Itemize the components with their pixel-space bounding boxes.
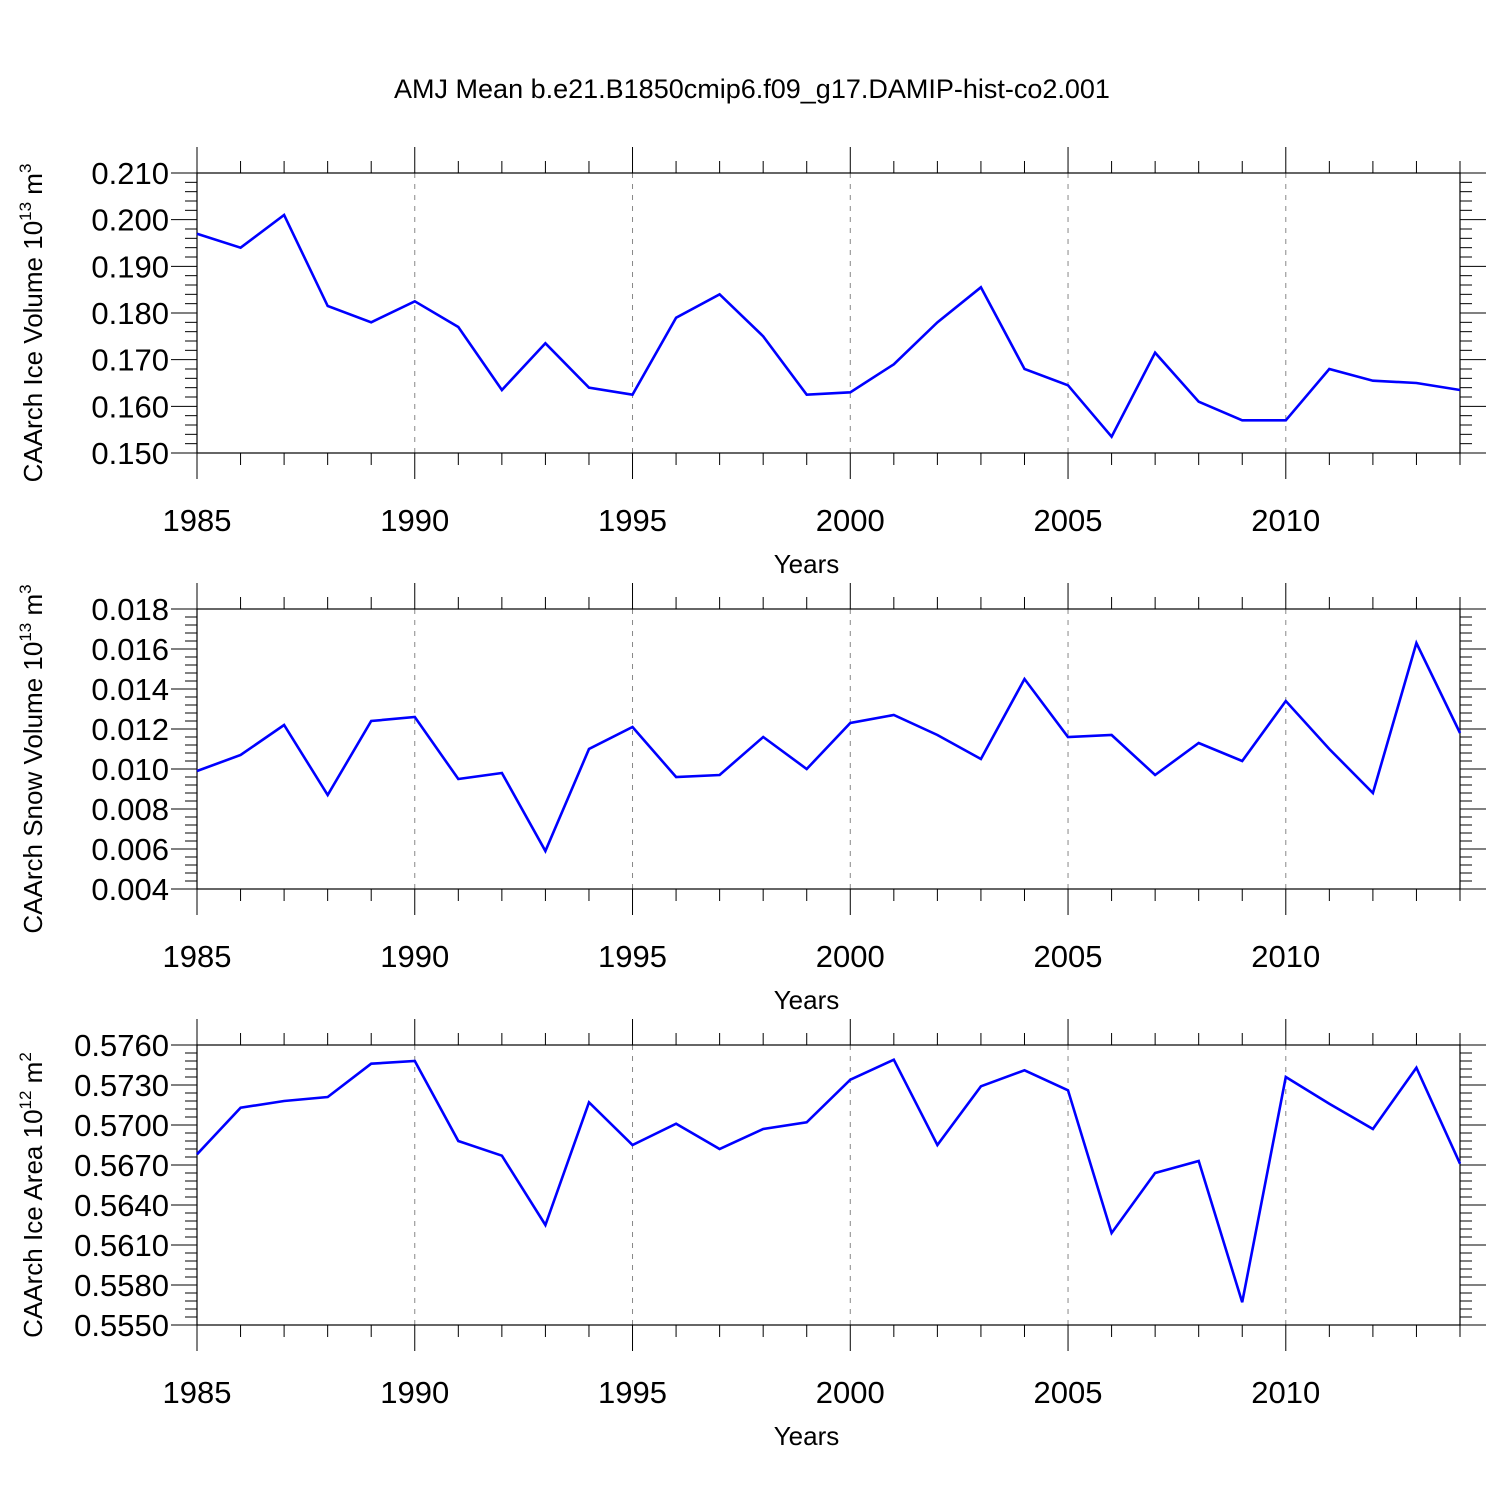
x-tick-label: 1995	[598, 503, 667, 538]
y-tick-label: 0.190	[91, 249, 169, 284]
x-tick-label: 2005	[1034, 1375, 1103, 1410]
x-tick-label: 2010	[1251, 503, 1320, 538]
y-axis-title-exponent: 12	[16, 1091, 35, 1110]
x-axis-title: Years	[774, 985, 840, 1015]
panels-group: 0.150 0.160 0.170 0.180 0.190 0.200 0.210 1985 1…	[16, 147, 1486, 1451]
y-tick-label: 0.200	[91, 203, 169, 238]
x-tick-label: 1985	[163, 1375, 232, 1410]
y-tick-label: 0.5760	[74, 1028, 169, 1063]
y-axis-title: CAArch Snow Volume 1013 m3	[16, 584, 48, 933]
y-axis-title-exponent: 13	[16, 202, 35, 221]
y-axis-title-unit-exponent: 3	[16, 584, 35, 593]
y-tick-label: 0.5580	[74, 1268, 169, 1303]
y-tick-label: 0.5670	[74, 1148, 169, 1183]
x-axis-title: Years	[774, 1421, 840, 1451]
x-tick-label: 1985	[163, 503, 232, 538]
x-tick-label: 2005	[1034, 939, 1103, 974]
x-tick-label: 1990	[380, 939, 449, 974]
y-axis-title-unit-exponent: 2	[16, 1052, 35, 1061]
y-tick-label: 0.008	[91, 792, 169, 827]
series-line	[196, 639, 1462, 854]
plot-frame	[196, 1044, 1461, 1326]
chart-panel-1: 0.150 0.160 0.170 0.180 0.190 0.200 0.210 1985 1…	[16, 147, 1486, 579]
chart-title: AMJ Mean b.e21.B1850cmip6.f09_g17.DAMIP-…	[394, 74, 1110, 104]
y-tick-label: 0.5730	[74, 1068, 169, 1103]
y-axis-title-exponent: 13	[16, 623, 35, 642]
chart-panel-2: 0.004 0.006 0.008 0.010 0.012 0.014 0.016 0.018…	[16, 583, 1486, 1015]
y-axis-title-unit: m	[18, 1062, 48, 1091]
y-tick-label: 0.010	[91, 752, 169, 787]
x-tick-label: 1995	[598, 1375, 667, 1410]
y-tick-label: 0.016	[91, 632, 169, 667]
y-axis-title-text: CAArch Snow Volume 10	[18, 642, 48, 934]
y-tick-label: 0.5700	[74, 1108, 169, 1143]
y-tick-label: 0.006	[91, 832, 169, 867]
series-line	[196, 1057, 1462, 1303]
x-tick-label: 2000	[816, 939, 885, 974]
x-tick-label: 2010	[1251, 939, 1320, 974]
y-tick-label: 0.210	[91, 156, 169, 191]
x-axis-title: Years	[774, 549, 840, 579]
x-tick-label: 1985	[163, 939, 232, 974]
y-tick-label: 0.018	[91, 592, 169, 627]
x-tick-label: 2005	[1034, 503, 1103, 538]
y-tick-label: 0.150	[91, 436, 169, 471]
y-tick-label: 0.014	[91, 672, 169, 707]
y-tick-label: 0.170	[91, 343, 169, 378]
x-tick-label: 2000	[816, 1375, 885, 1410]
y-tick-label: 0.5640	[74, 1188, 169, 1223]
y-axis-title-unit: m	[18, 173, 48, 202]
x-tick-label: 1990	[380, 503, 449, 538]
plot-frame	[196, 608, 1461, 890]
y-tick-label: 0.004	[91, 872, 169, 907]
x-tick-label: 2000	[816, 503, 885, 538]
y-axis-title-text: CAArch Ice Area 10	[18, 1109, 48, 1337]
y-tick-label: 0.160	[91, 389, 169, 424]
x-tick-label: 1990	[380, 1375, 449, 1410]
y-axis-title: CAArch Ice Volume 1013 m3	[16, 164, 48, 483]
y-tick-label: 0.5610	[74, 1228, 169, 1263]
x-tick-label: 1995	[598, 939, 667, 974]
y-axis-title-unit-exponent: 3	[16, 164, 35, 173]
y-tick-label: 0.012	[91, 712, 169, 747]
y-axis-title: CAArch Ice Area 1012 m2	[16, 1052, 48, 1338]
chart-panel-3: 0.5550 0.5580 0.5610 0.5640 0.5670 0.5700 0.57…	[16, 1019, 1486, 1451]
y-axis-title-unit: m	[18, 594, 48, 623]
y-axis-title-text: CAArch Ice Volume 10	[18, 221, 48, 483]
y-tick-label: 0.5550	[74, 1308, 169, 1343]
x-tick-label: 2010	[1251, 1375, 1320, 1410]
y-tick-label: 0.180	[91, 296, 169, 331]
series-line	[196, 213, 1461, 440]
